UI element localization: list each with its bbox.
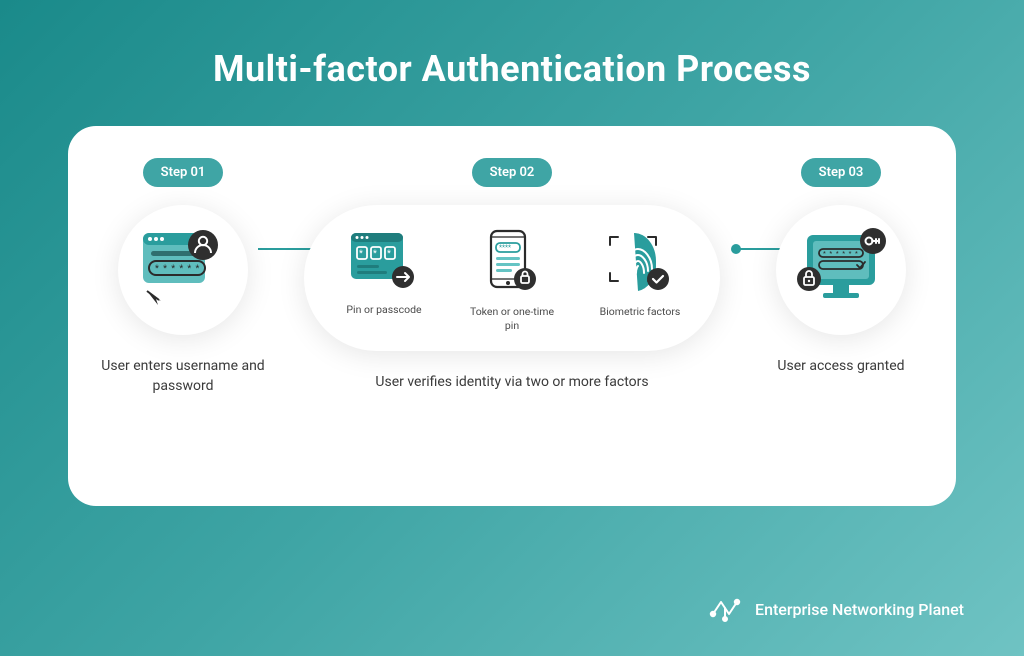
access-granted-icon: * * * * * * (789, 225, 893, 315)
login-form-icon: * * * * * * (135, 227, 231, 313)
process-panel: Step 01 * * * * * * (68, 126, 956, 506)
svg-text:*: * (373, 249, 377, 259)
footer-brand-text: Enterprise Networking Planet (755, 600, 964, 619)
step-1-badge: Step 01 (143, 158, 224, 187)
page-title: Multi-factor Authentication Process (0, 0, 1024, 90)
step-1: Step 01 * * * * * * (98, 158, 268, 396)
step-3: Step 03 * * * * * * (756, 158, 926, 377)
step-1-caption: User enters username and password (98, 357, 268, 396)
factor-token: **** Token or one-time pin (466, 229, 558, 333)
step-3-icon-circle: * * * * * * (776, 205, 906, 335)
svg-text:*: * (359, 249, 363, 259)
step-3-badge: Step 03 (801, 158, 882, 187)
svg-text:*: * (387, 249, 391, 259)
step-3-caption: User access granted (777, 357, 904, 377)
pin-passcode-icon: * * * (347, 229, 421, 293)
factor-biometric: Biometric factors (594, 229, 686, 319)
footer-brand: Enterprise Networking Planet (709, 596, 964, 622)
step-2-badge: Step 02 (472, 158, 553, 187)
step-2-caption: User verifies identity via two or more f… (375, 373, 648, 393)
step-2-factor-group: * * * Pin or passcode (304, 205, 720, 351)
svg-text:* * * * * *: * * * * * * (155, 264, 200, 274)
enp-logo-icon (709, 596, 743, 622)
svg-text:* * * * * *: * * * * * * (823, 250, 859, 258)
step-1-icon-circle: * * * * * * (118, 205, 248, 335)
biometric-icon (604, 229, 676, 295)
factor-pin-label: Pin or passcode (346, 303, 421, 317)
factor-biometric-label: Biometric factors (600, 305, 681, 319)
factor-token-label: Token or one-time pin (466, 305, 558, 333)
factor-pin: * * * Pin or passcode (338, 229, 430, 317)
steps-row: Step 01 * * * * * * (98, 158, 926, 456)
svg-text:****: **** (499, 244, 511, 252)
token-otp-icon: **** (481, 229, 543, 295)
step-2: Step 02 * (304, 158, 720, 393)
